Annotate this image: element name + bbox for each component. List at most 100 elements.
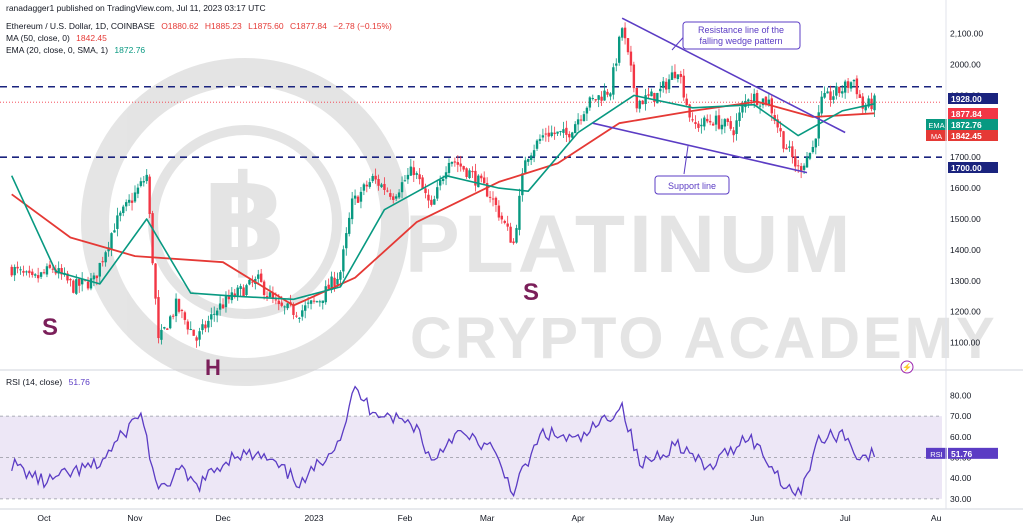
price-tick-label: 1200.00 — [950, 307, 981, 317]
price-tag-box — [948, 119, 998, 130]
candle-body — [597, 95, 600, 100]
candle-body — [706, 118, 709, 122]
price-tag-value: 1872.76 — [951, 120, 982, 130]
candle-body — [400, 182, 404, 193]
candle-body — [371, 175, 374, 182]
watermark-ring — [81, 58, 409, 386]
candle-body — [852, 79, 856, 82]
candle-body — [500, 215, 504, 220]
candle-body — [679, 74, 683, 77]
candle-body — [145, 174, 148, 182]
candle-body — [480, 175, 483, 179]
candle-body — [377, 179, 380, 186]
candle-body — [430, 199, 433, 205]
candle-body — [755, 92, 759, 106]
candle-body — [571, 132, 574, 138]
candle-body — [207, 320, 210, 328]
time-tick-label: May — [658, 513, 675, 523]
candle-body — [512, 241, 515, 244]
support-callout-text: Support line — [668, 181, 716, 191]
candle-body — [271, 292, 275, 298]
candle-body — [591, 98, 594, 100]
price-tick-label: 2,100.00 — [950, 29, 983, 39]
candle-body — [497, 205, 501, 218]
support-callout-pointer — [683, 145, 689, 175]
candle-body — [782, 131, 785, 149]
candle-body — [829, 91, 832, 101]
candle-body — [773, 115, 776, 121]
candle-body — [799, 166, 803, 171]
candle-body — [494, 197, 498, 205]
candle-body — [16, 266, 19, 269]
candle-body — [34, 274, 37, 276]
candle-body — [166, 328, 169, 330]
change-value: −2.78 (−0.15%) — [333, 21, 392, 31]
candle-body — [221, 304, 225, 309]
candle-body — [19, 269, 22, 271]
candle-body — [794, 156, 797, 167]
candle-body — [336, 278, 339, 285]
candle-body — [612, 67, 615, 95]
candle-body — [295, 315, 298, 317]
candle-body — [553, 132, 556, 135]
candle-body — [471, 171, 474, 173]
candle-body — [236, 287, 239, 296]
candle-body — [174, 298, 178, 317]
candle-body — [647, 94, 650, 96]
candle-body — [811, 147, 815, 153]
candle-body — [676, 74, 680, 80]
candle-body — [171, 315, 175, 317]
candle-body — [210, 314, 213, 320]
candle-body — [761, 98, 765, 106]
candle-body — [75, 279, 78, 294]
candle-body — [521, 173, 524, 196]
price-tag-label: MA — [931, 132, 942, 141]
support-callout-box — [654, 175, 730, 195]
candle-body — [518, 195, 521, 230]
left-shoulder-label: S — [42, 314, 58, 341]
candle-body — [122, 206, 125, 214]
candle-body — [538, 138, 542, 141]
candle-body — [700, 124, 703, 127]
candle-body — [92, 275, 96, 280]
candle-body — [127, 199, 131, 203]
candle-body — [441, 178, 445, 182]
candle-body — [650, 91, 653, 97]
candle-body — [345, 233, 348, 249]
candle-body — [814, 138, 818, 148]
candle-body — [797, 165, 800, 167]
ma-value: 1842.45 — [76, 33, 107, 43]
candle-body — [28, 270, 31, 274]
candle-body — [579, 119, 583, 121]
candle-body — [826, 91, 829, 94]
candle-body — [124, 202, 128, 207]
price-tag-label-box — [926, 130, 947, 141]
candle-body — [177, 298, 181, 312]
head-label: H — [205, 355, 221, 380]
candle-body — [362, 184, 366, 191]
candle-body — [626, 38, 630, 53]
candle-body — [544, 133, 548, 135]
candle-body — [286, 303, 289, 309]
candle-body — [89, 278, 93, 289]
low-value: L1875.60 — [248, 21, 284, 31]
candle-body — [374, 175, 377, 180]
rsi-tick-label: 30.00 — [950, 494, 972, 504]
candle-body — [835, 86, 838, 96]
candle-body — [758, 105, 762, 107]
candle-body — [257, 274, 260, 279]
rsi-legend: RSI (14, close) 51.76 — [6, 377, 90, 387]
candle-body — [116, 215, 119, 229]
candle-body — [242, 287, 245, 297]
candle-body — [694, 122, 697, 125]
candle-body — [717, 115, 721, 129]
candle-body — [436, 187, 439, 199]
price-tick-label: 1300.00 — [950, 276, 981, 286]
candle-body — [183, 312, 187, 320]
candle-body — [42, 272, 46, 274]
time-tick-label: Feb — [398, 513, 413, 523]
candle-body — [160, 329, 163, 340]
candle-body — [353, 195, 357, 199]
candle-body — [838, 86, 841, 94]
candle-body — [864, 106, 867, 111]
